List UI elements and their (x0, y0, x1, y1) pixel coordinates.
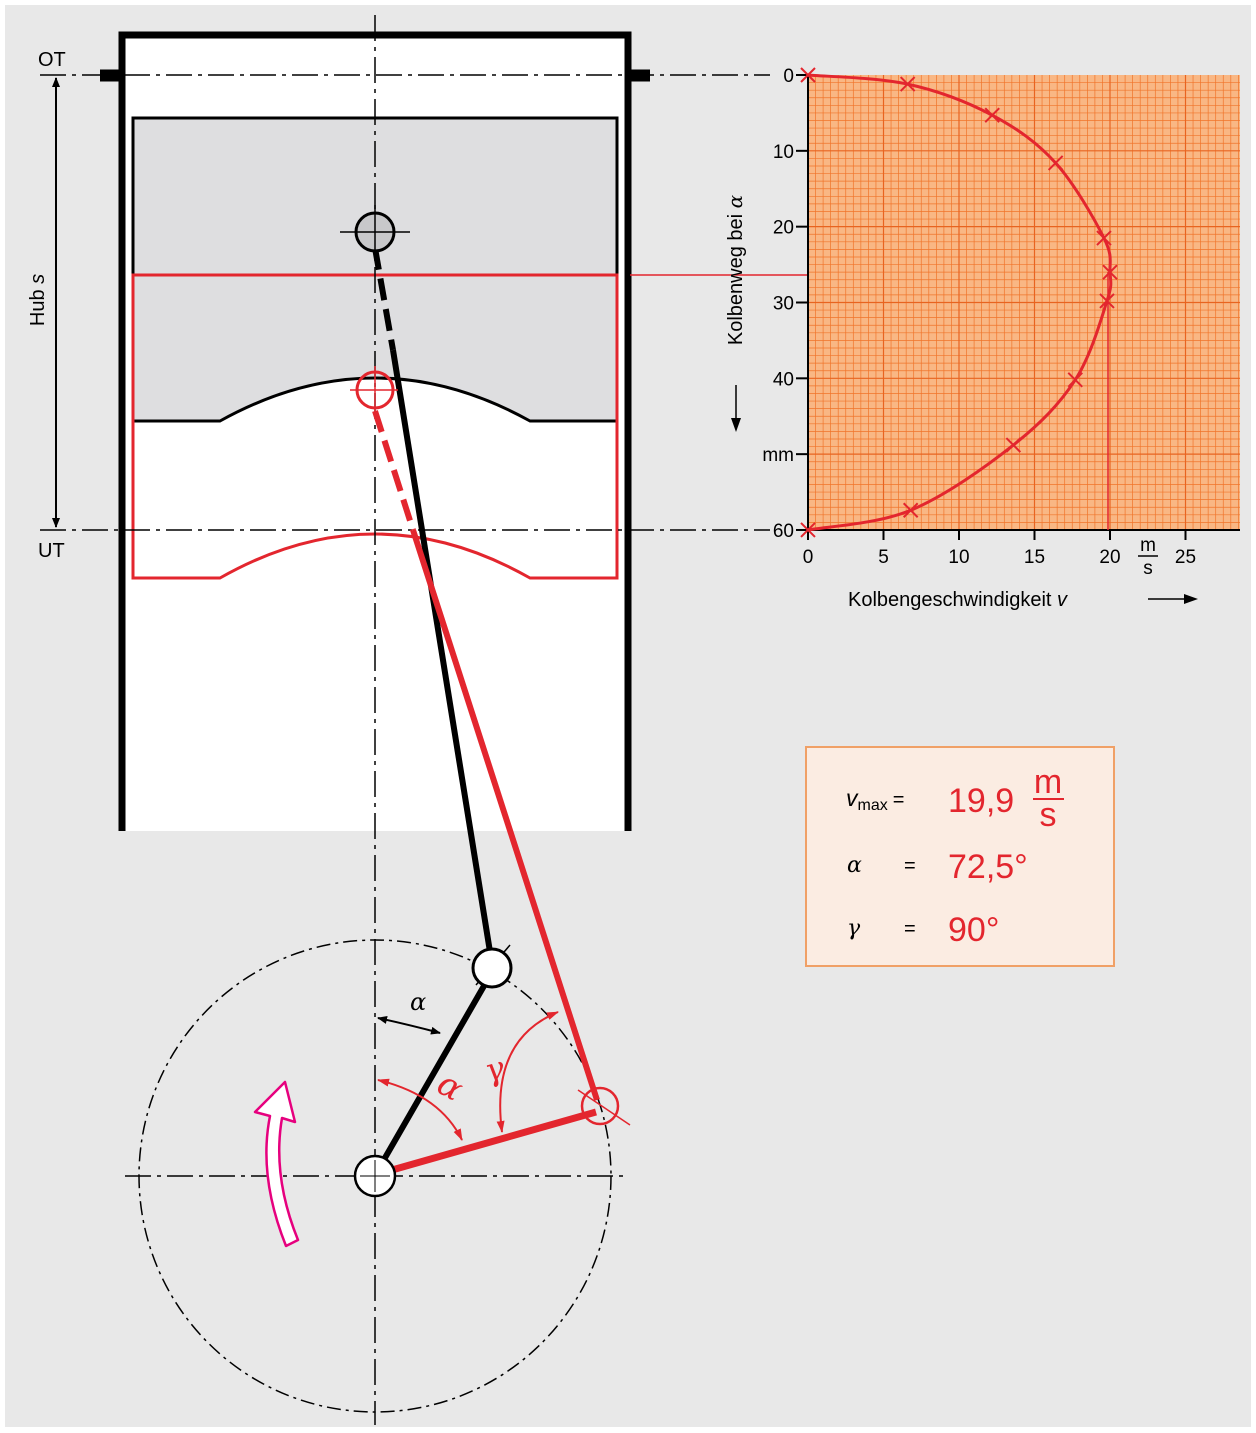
data-point-marker (984, 107, 1000, 123)
y-tick-label: mm (762, 445, 794, 466)
x-unit-numerator: m (1140, 535, 1156, 556)
stroke-dimension: OT UT Hub s (27, 49, 66, 562)
curve-markers (800, 67, 1118, 538)
data-point-marker (1099, 293, 1115, 309)
x-tick-label: 0 (803, 547, 814, 568)
vmax-label: vmax = (846, 785, 904, 814)
data-point-marker (800, 67, 816, 83)
piston-pin-top (340, 205, 410, 260)
vmax-unit-numerator: m (1034, 763, 1062, 801)
y-tick-label: 30 (773, 293, 794, 314)
result-box: vmax = 19,9 m s α = 72,5° γ = 90° (805, 746, 1115, 967)
chart-x-axis-arrow (1148, 594, 1198, 604)
velocity-curve (807, 73, 1113, 532)
piston-current-position (131, 273, 619, 580)
x-tick-label: 15 (1024, 547, 1045, 568)
gamma-result-eq: = (904, 918, 916, 940)
piston-pin-current (350, 366, 398, 412)
chart-x-unit: m s (1138, 535, 1158, 579)
data-point-marker (902, 502, 919, 518)
alpha-result-value: 72,5° (948, 848, 1028, 886)
stroke-label: Hub s (27, 274, 49, 326)
gamma-result-value: 90° (948, 911, 999, 949)
rotation-direction-arrow (253, 1080, 300, 1248)
y-tick-label: 20 (773, 218, 794, 239)
chart-y-axis-arrow (731, 385, 741, 432)
chart-y-axis-label: Kolbenweg bei α (723, 194, 747, 345)
alpha-result-label: α (847, 853, 862, 878)
chart-x-axis-label: Kolbengeschwindigkeit v (848, 589, 1068, 611)
x-tick-label: 25 (1175, 547, 1196, 568)
crankshaft-center (353, 1154, 397, 1198)
vmax-unit-denominator: s (1040, 796, 1057, 834)
crank-arm-red (384, 1108, 597, 1176)
data-point-marker (1005, 437, 1022, 453)
x-unit-denominator: s (1143, 558, 1153, 579)
alpha-arc-black (377, 1016, 441, 1035)
data-point-marker (1096, 230, 1112, 246)
y-tick-label: 10 (773, 142, 794, 163)
data-point-marker (1047, 155, 1064, 171)
crank-pin-black (471, 944, 513, 989)
x-tick-label: 5 (878, 547, 889, 568)
connecting-rods (372, 247, 600, 1101)
gamma-arc-red (496, 1011, 559, 1133)
ot-label: OT (38, 49, 66, 71)
chart-grid-major (808, 75, 1240, 530)
alpha-result-eq: = (904, 855, 916, 877)
vmax-value: 19,9 (948, 782, 1014, 820)
y-tick-label: 0 (783, 66, 794, 87)
data-point-marker (1067, 372, 1083, 388)
gamma-result-label: γ (847, 916, 861, 941)
x-tick-label: 10 (948, 547, 969, 568)
alpha-label-black: α (410, 988, 426, 1016)
data-point-marker (899, 76, 916, 92)
chart-ticks: 0 5 10 15 20 25 0 10 20 30 40 mm 60 (762, 66, 1196, 568)
y-tick-label: 60 (773, 521, 794, 542)
crank-pin-red (577, 1086, 631, 1126)
alpha-arc-red (377, 1078, 463, 1141)
ut-label: UT (38, 540, 65, 562)
y-tick-label: 40 (773, 369, 794, 390)
data-point-marker (800, 522, 816, 538)
data-point-marker (1102, 264, 1118, 280)
x-tick-label: 20 (1099, 547, 1120, 568)
